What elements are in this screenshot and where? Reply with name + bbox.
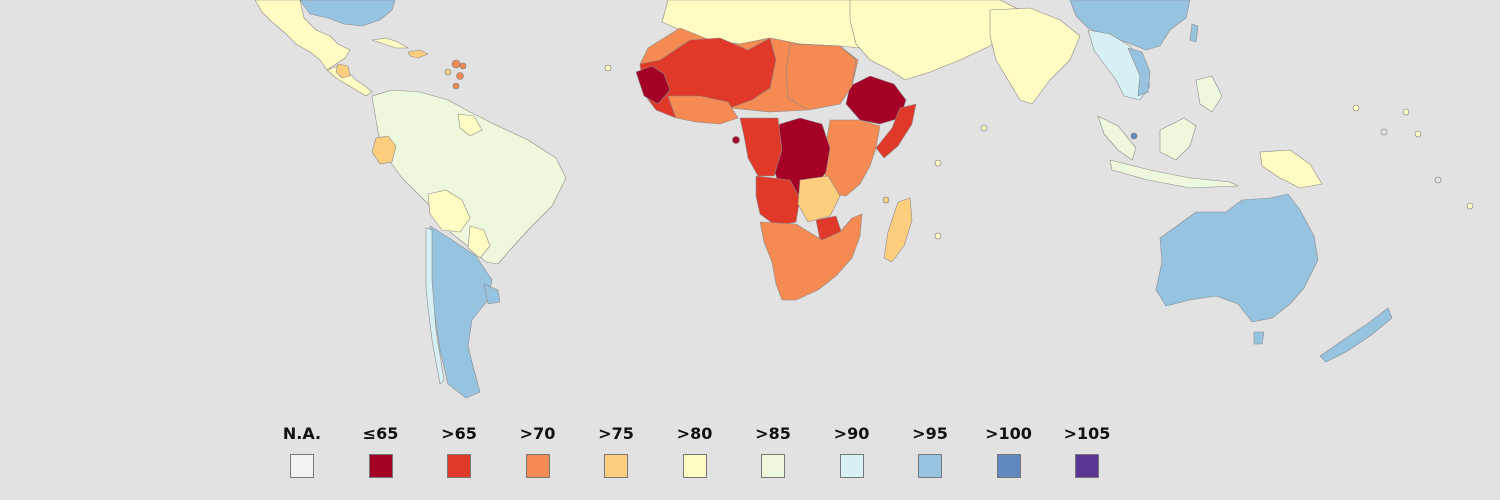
island (732, 136, 740, 144)
legend-swatch (761, 454, 785, 478)
pacific-island (1414, 130, 1422, 138)
south-asia-region[interactable] (989, 7, 1081, 105)
southern-africa-region[interactable] (759, 213, 863, 301)
legend-swatch (604, 454, 628, 478)
island (980, 124, 988, 132)
cuba-region[interactable] (371, 37, 409, 49)
pacific-island (1352, 104, 1360, 112)
legend-item: N.A. (270, 424, 334, 478)
legend-label: ≤65 (362, 424, 399, 443)
bolivia-region[interactable] (427, 189, 471, 233)
guyana-region[interactable] (457, 113, 483, 137)
legend-label: >100 (985, 424, 1032, 443)
pacific-island (1380, 128, 1388, 136)
malay-peninsula-region[interactable] (1097, 115, 1137, 161)
island (604, 64, 612, 72)
borneo-region[interactable] (1159, 117, 1197, 161)
paraguay-region[interactable] (467, 225, 491, 259)
central-america-region[interactable] (326, 65, 373, 97)
sudan-region[interactable] (785, 43, 857, 111)
somalia-region[interactable] (875, 103, 917, 159)
legend-item: >70 (506, 424, 570, 478)
argentina-chile-region[interactable] (429, 225, 493, 399)
map-legend: N.A. ≤65 >65 >70 >75 >80 >85 >90 >95 >100 >105 (270, 424, 1150, 484)
east-asia-region[interactable] (1069, 0, 1191, 51)
legend-label: >90 (833, 424, 870, 443)
japan-taiwan-region[interactable] (1189, 23, 1199, 43)
legend-swatch (918, 454, 942, 478)
southeast-asia-region[interactable] (1087, 29, 1151, 101)
legend-item: >80 (663, 424, 727, 478)
island (934, 159, 942, 167)
guatemala-region[interactable] (335, 63, 351, 79)
pacific-island (1434, 176, 1442, 184)
legend-label: N.A. (282, 424, 322, 443)
legend-item: >95 (898, 424, 962, 478)
legend-swatch (839, 454, 864, 478)
ecuador-region[interactable] (371, 135, 397, 165)
legend-item: >85 (741, 424, 805, 478)
north-america-region[interactable] (254, 0, 351, 71)
indonesia-west-region[interactable] (1109, 159, 1239, 189)
legend-swatch (368, 454, 393, 478)
legend-label: >105 (1063, 424, 1111, 443)
new-zealand-region[interactable] (1319, 307, 1393, 363)
gulf-of-guinea-region[interactable] (667, 95, 739, 125)
pacific-island (1130, 132, 1138, 140)
zambia-region[interactable] (797, 175, 841, 223)
legend-label: >65 (441, 424, 477, 443)
island (934, 232, 942, 240)
legend-item: >90 (820, 424, 884, 478)
legend-item: ≤65 (349, 424, 413, 478)
island (882, 196, 890, 204)
uruguay-region[interactable] (483, 283, 501, 305)
madagascar-region[interactable] (883, 197, 913, 263)
legend-label: >85 (755, 424, 791, 443)
legend-item: >105 (1055, 424, 1119, 478)
australia-region[interactable] (1155, 193, 1319, 323)
philippines-region[interactable] (1195, 75, 1223, 113)
caribbean-island (451, 59, 461, 69)
tasmania-region[interactable] (1253, 331, 1265, 345)
vietnam-region[interactable] (1127, 47, 1151, 97)
legend-swatch (996, 454, 1021, 478)
legend-label: >70 (519, 424, 556, 443)
caribbean-island (456, 72, 464, 80)
legend-item: >65 (427, 424, 491, 478)
legend-label: >80 (676, 424, 713, 443)
legend-swatch (1075, 454, 1099, 478)
caribbean-island (444, 68, 452, 76)
legend-swatch (290, 454, 314, 478)
legend-swatch (525, 454, 550, 478)
legend-label: >75 (598, 424, 634, 443)
chile-region[interactable] (425, 227, 445, 385)
congo-gabon-region[interactable] (739, 117, 783, 177)
legend-item: >75 (584, 424, 648, 478)
pacific-island (1402, 108, 1410, 116)
south-america-region[interactable] (371, 89, 567, 265)
pacific-island (1466, 202, 1474, 210)
caribbean-island (459, 62, 467, 70)
legend-swatch (447, 454, 471, 478)
senegal-guinea-region[interactable] (635, 65, 671, 105)
usa-region[interactable] (299, 0, 396, 27)
legend-label: >95 (912, 424, 948, 443)
legend-item: >100 (977, 424, 1041, 478)
caribbean-island (452, 82, 460, 90)
hispaniola-region[interactable] (407, 49, 429, 59)
legend-swatch (682, 454, 707, 478)
new-guinea-region[interactable] (1259, 149, 1323, 189)
